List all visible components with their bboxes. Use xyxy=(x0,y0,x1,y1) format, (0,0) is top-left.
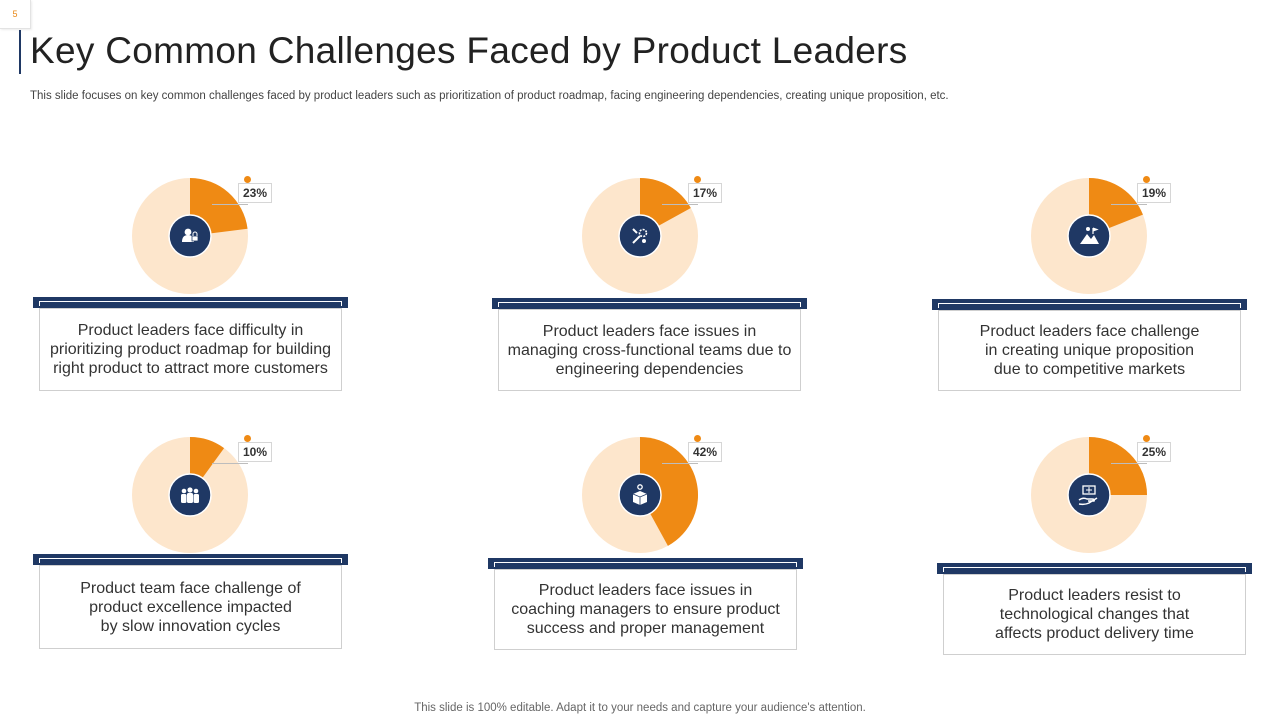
tools-gear-icon xyxy=(632,228,648,244)
mountain-climber-icon xyxy=(1080,227,1099,244)
challenge-card: Product leaders resist to technological c… xyxy=(943,574,1246,655)
challenge-text-line: Product leaders face difficulty in xyxy=(77,322,304,339)
card-header-bar-inset xyxy=(494,562,797,567)
challenge-text-line: Product team face challenge of xyxy=(80,579,301,597)
callout-dot xyxy=(1143,435,1150,442)
icon-badge xyxy=(1067,473,1111,517)
challenge-text-line: affects product delivery time xyxy=(995,625,1194,642)
percent-label: 23% xyxy=(238,183,273,203)
callout-leader-line xyxy=(1111,204,1147,205)
callout-leader-line xyxy=(212,463,248,464)
challenge-card: Product leaders face difficulty in priori… xyxy=(39,308,342,391)
challenge-text-line: Product leaders resist to xyxy=(1008,587,1181,604)
pie-chart-3 xyxy=(1031,178,1147,294)
slide-number: 5 xyxy=(0,0,31,29)
card-header-bar xyxy=(937,563,1252,574)
title-accent-bar xyxy=(19,30,21,74)
percent-label: 42% xyxy=(688,442,723,462)
callout-dot xyxy=(694,435,701,442)
card-header-bar xyxy=(488,558,803,569)
pie-chart-6 xyxy=(1031,437,1147,553)
callout-leader-line xyxy=(1111,463,1147,464)
challenge-text: Product leaders face difficulty in priori… xyxy=(50,321,331,378)
callout-leader-line xyxy=(662,463,698,464)
challenge-text-line: right product to attract more customers xyxy=(53,360,328,377)
footer-note: This slide is 100% editable. Adapt it to… xyxy=(414,702,866,714)
callout-dot xyxy=(1143,176,1150,183)
page-subtitle: This slide focuses on key common challen… xyxy=(30,90,949,102)
hand-tech-icon xyxy=(1078,485,1098,506)
user-lock-icon xyxy=(182,228,199,242)
callout-leader-line xyxy=(662,204,698,205)
challenge-text-line: by slow innovation cycles xyxy=(100,617,281,635)
challenge-card: Product leaders face issues in managing c… xyxy=(498,309,801,391)
callout-dot xyxy=(694,176,701,183)
card-header-bar-inset xyxy=(39,558,342,563)
card-header-bar xyxy=(33,554,348,565)
challenge-text: Product team face challenge of product ex… xyxy=(80,579,301,636)
pie-chart-4 xyxy=(132,437,248,553)
callout-dot xyxy=(244,435,251,442)
challenge-card: Product leaders face issues in coaching m… xyxy=(494,569,797,650)
challenge-text: Product leaders resist to technological c… xyxy=(995,586,1194,643)
card-header-bar-inset xyxy=(39,301,342,306)
challenge-text-line: coaching managers to ensure product xyxy=(511,601,780,618)
team-group-icon xyxy=(181,487,199,503)
percent-label: 10% xyxy=(238,442,273,462)
challenge-text: Product leaders face challenge in creatin… xyxy=(980,322,1200,379)
challenge-card: Product leaders face challenge in creatin… xyxy=(938,310,1241,391)
card-header-bar xyxy=(932,299,1247,310)
challenge-text-line: success and proper management xyxy=(526,620,765,637)
card-header-bar-inset xyxy=(938,303,1241,308)
percent-label: 19% xyxy=(1137,183,1172,203)
challenge-text-line: engineering dependencies xyxy=(555,360,744,378)
callout-leader-line xyxy=(212,204,248,205)
challenge-text-line: prioritizing product roadmap for buildin… xyxy=(49,341,332,358)
challenge-text-line: technological changes that xyxy=(999,606,1190,623)
challenge-text-line: in creating unique proposition xyxy=(984,342,1194,359)
pie-chart-2 xyxy=(582,178,698,294)
challenge-text-line: product excellence impacted xyxy=(89,598,292,616)
pie-value-slice xyxy=(640,437,699,546)
challenge-text-line: Product leaders face issues in xyxy=(542,322,757,340)
callout-dot xyxy=(244,176,251,183)
challenge-text-line: Product leaders face issues in xyxy=(538,582,753,599)
challenge-card: Product team face challenge of product ex… xyxy=(39,565,342,649)
card-header-bar xyxy=(492,298,807,309)
challenge-text-line: Product leaders face challenge xyxy=(979,323,1200,340)
card-header-bar-inset xyxy=(498,302,801,307)
icon-badge xyxy=(1067,214,1111,258)
card-header-bar-inset xyxy=(943,567,1246,572)
challenge-text: Product leaders face issues in managing c… xyxy=(508,322,792,379)
percent-label: 17% xyxy=(688,183,723,203)
percent-label: 25% xyxy=(1137,442,1172,462)
pie-chart-1 xyxy=(132,178,248,294)
product-box-gear-icon xyxy=(632,484,648,505)
challenge-text-line: managing cross-functional teams due to xyxy=(507,341,792,359)
pie-chart-5 xyxy=(582,437,699,553)
page-title: Key Common Challenges Faced by Product L… xyxy=(30,30,908,71)
challenge-text: Product leaders face issues in coaching m… xyxy=(511,581,780,638)
challenge-text-line: due to competitive markets xyxy=(993,361,1186,378)
card-header-bar xyxy=(33,297,348,308)
